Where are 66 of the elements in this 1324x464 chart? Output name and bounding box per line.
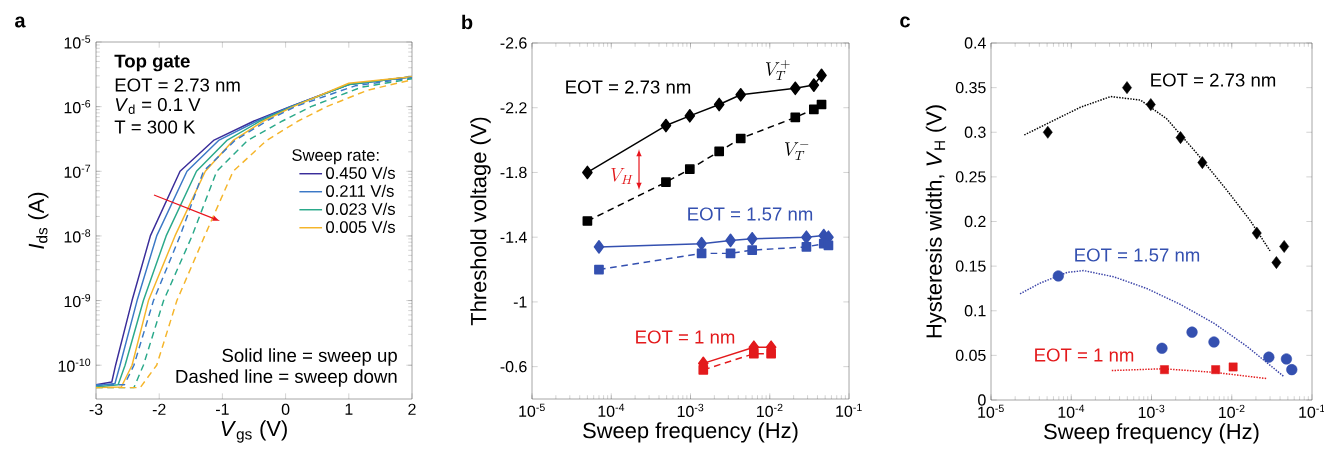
annotation: EOT = 1.57 nm	[688, 207, 813, 221]
y-tick-label: -1.4	[500, 231, 527, 243]
y-axis-title: Threshold voltage (V)	[470, 117, 491, 326]
chart-title: b	[462, 14, 473, 30]
annotation: EOT = 1.57 nm	[1075, 248, 1200, 262]
y-axis-title: I$_{ds}$ (A)	[28, 192, 49, 249]
legend-label: 0.023 V/s	[326, 202, 395, 215]
chart-title: c	[900, 16, 910, 28]
x-tick-label: -3	[89, 403, 103, 415]
annotation: $V_H$	[611, 168, 633, 184]
y-tick-label: 10$^{-7}$	[64, 164, 91, 178]
x-tick-label: 10$^{-3}$	[1138, 404, 1165, 419]
annotation: EOT = 2.73 nm	[566, 80, 691, 94]
annotation: Solid line = sweep up	[222, 348, 397, 366]
legend-label: 0.450 V/s	[326, 166, 395, 179]
legend-label: 0.005 V/s	[326, 220, 395, 233]
annotation: V$_{d}$ = 0.1 V	[115, 97, 201, 114]
annotation: EOT = 2.73 nm	[1151, 73, 1276, 87]
y-tick-label: -1	[513, 296, 527, 308]
x-axis-title: Sweep frequency (Hz)	[583, 422, 798, 443]
y-tick-label: -2.6	[500, 37, 527, 49]
legend-label: 0.211 V/s	[326, 184, 394, 197]
x-tick-label: 2	[408, 403, 416, 415]
x-axis-title: V$_{gs}$ (V)	[221, 420, 287, 443]
y-tick-label: 10$^{-6}$	[64, 99, 91, 114]
x-tick-label: -2	[152, 403, 166, 415]
annotation: EOT = 1 nm	[636, 330, 735, 344]
annotation: $V_T^+$	[766, 59, 790, 81]
annotation: Dashed line = sweep down	[176, 369, 397, 387]
y-tick-label: 10$^{-9}$	[64, 293, 91, 308]
x-tick-label: 10$^{-2}$	[757, 403, 783, 418]
y-tick-label: 10$^{-8}$	[64, 229, 91, 243]
y-tick-label: 0.4	[964, 37, 986, 49]
y-tick-label: 10$^{-10}$	[58, 358, 91, 372]
x-tick-label: 10$^{-5}$	[519, 403, 545, 417]
x-axis-title: Sweep frequency (Hz)	[1044, 423, 1259, 444]
annotation: Top gate	[114, 54, 190, 72]
x-tick-label: 10$^{-4}$	[1058, 404, 1085, 418]
annotation: EOT = 2.73 nm	[115, 78, 240, 92]
y-tick-label: 0.35	[955, 81, 986, 94]
x-tick-label: 10$^{-4}$	[598, 403, 625, 417]
x-tick-label: 1	[345, 403, 353, 415]
y-tick-label: 0.2	[964, 215, 986, 228]
y-tick-label: 0.15	[955, 260, 986, 272]
y-tick-label: 0.1	[964, 305, 986, 317]
y-tick-label: 0.05	[955, 349, 986, 362]
y-tick-label: 0.25	[955, 171, 986, 183]
x-tick-label: 10$^{-2}$	[1219, 404, 1245, 419]
x-tick-label: -1	[216, 403, 229, 415]
y-tick-label: -0.6	[500, 361, 527, 373]
annotation: $V_T^-$	[785, 142, 809, 161]
y-axis-title: Hysteresis width, V$_{H}$ (V)	[925, 105, 947, 338]
x-tick-label: 10$^{-3}$	[677, 403, 704, 418]
chart-title: a	[15, 16, 26, 28]
y-tick-label: 10$^{-5}$	[64, 35, 91, 49]
y-tick-label: -1.8	[500, 166, 527, 179]
y-tick-label: 0	[978, 394, 986, 406]
x-tick-label: 10$^{-1}$	[1299, 404, 1324, 418]
annotation: T = 300 K	[114, 120, 196, 134]
y-tick-label: -2.2	[500, 102, 527, 114]
x-tick-label: 10$^{-1}$	[836, 403, 862, 417]
annotation: EOT = 1 nm	[1035, 348, 1134, 362]
x-tick-label: 10$^{-5}$	[978, 404, 1004, 418]
legend-title: Sweep rate:	[292, 149, 379, 165]
x-tick-label: 0	[281, 403, 290, 415]
y-tick-label: 0.3	[964, 126, 986, 138]
